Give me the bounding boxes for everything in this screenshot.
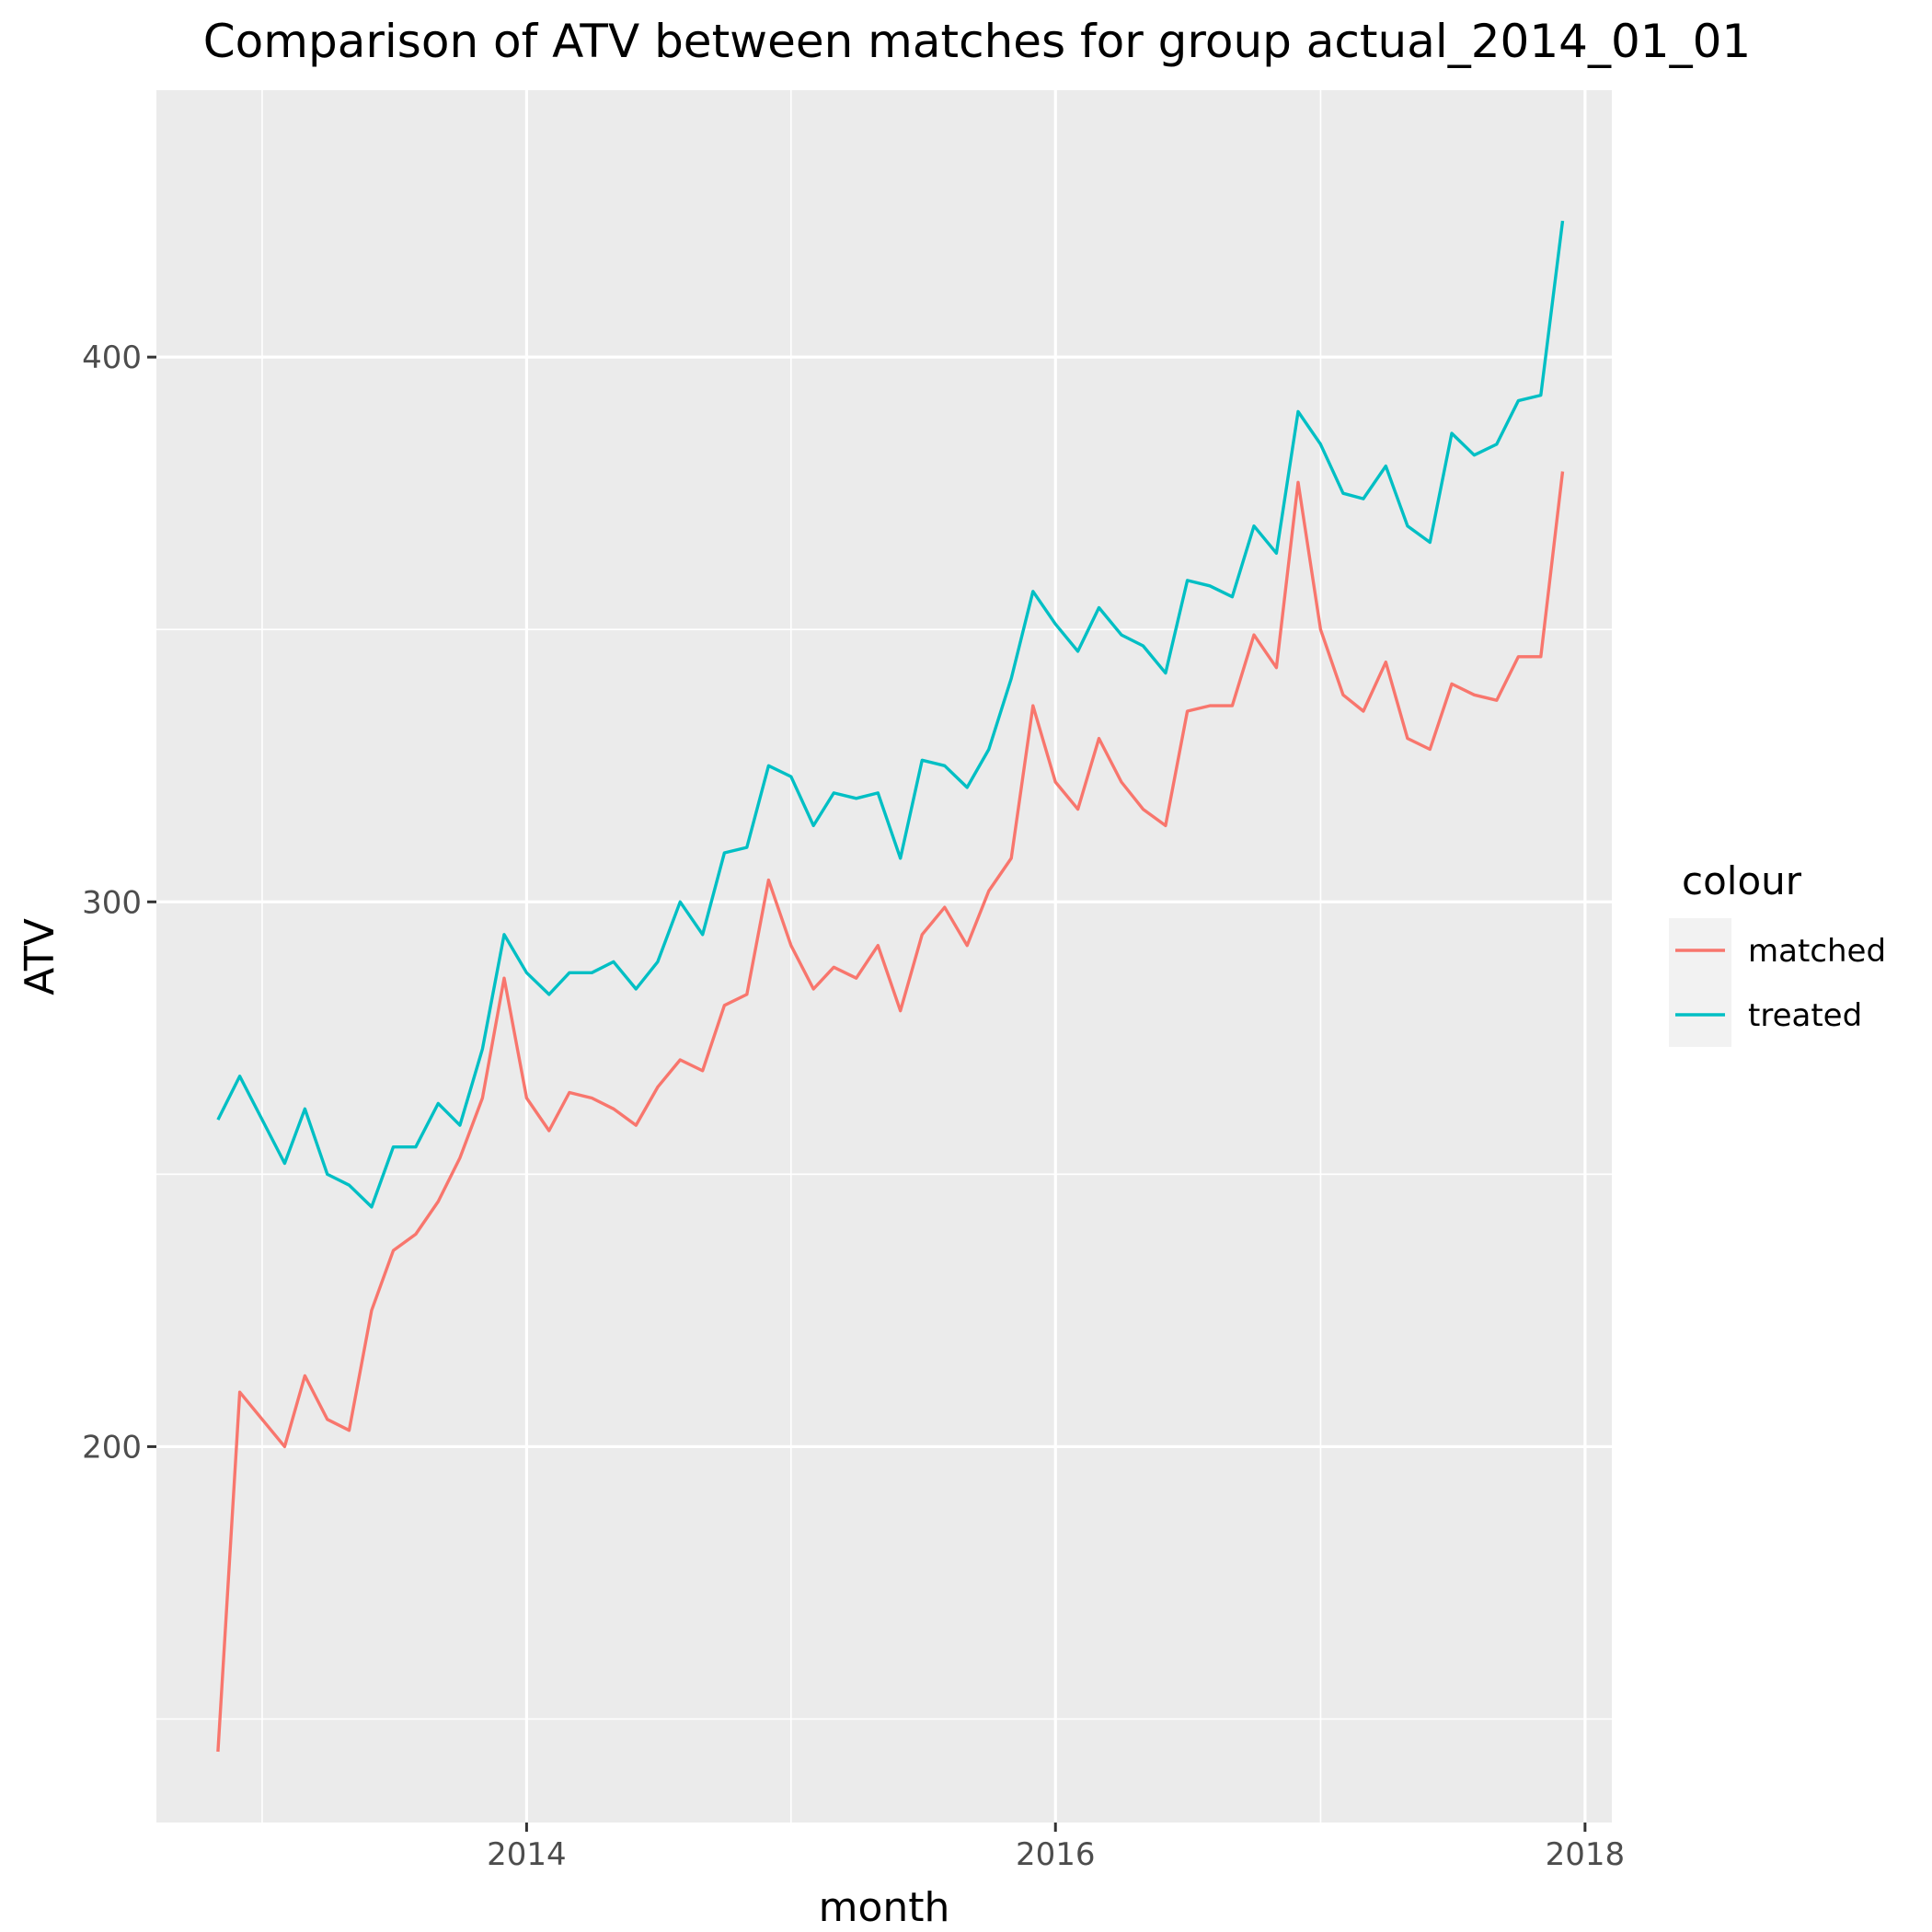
legend: colour matched treated: [1669, 858, 1886, 1047]
series-lines: [216, 220, 1565, 1753]
series-line-matched: [216, 471, 1565, 1753]
axes: 200 300 400 2014 2016 2018: [82, 339, 1625, 1873]
legend-title: colour: [1682, 858, 1802, 903]
grid-lines: [156, 90, 1612, 1823]
x-tick-label: 2016: [1016, 1836, 1096, 1873]
series-line-treated: [216, 220, 1565, 1209]
y-axis-title: ATV: [17, 918, 63, 995]
y-tick-label: 200: [82, 1429, 142, 1466]
y-tick-label: 400: [82, 339, 142, 376]
plot-panel: [156, 90, 1612, 1823]
x-axis-title: month: [819, 1884, 950, 1931]
legend-label-matched: matched: [1748, 933, 1886, 970]
chart-title: Comparison of ATV between matches for gr…: [203, 15, 1751, 68]
x-tick-label: 2018: [1546, 1836, 1626, 1873]
legend-label-treated: treated: [1748, 997, 1862, 1034]
x-tick-label: 2014: [487, 1836, 567, 1873]
y-tick-label: 300: [82, 884, 142, 921]
legend-items: matched treated: [1669, 918, 1886, 1047]
